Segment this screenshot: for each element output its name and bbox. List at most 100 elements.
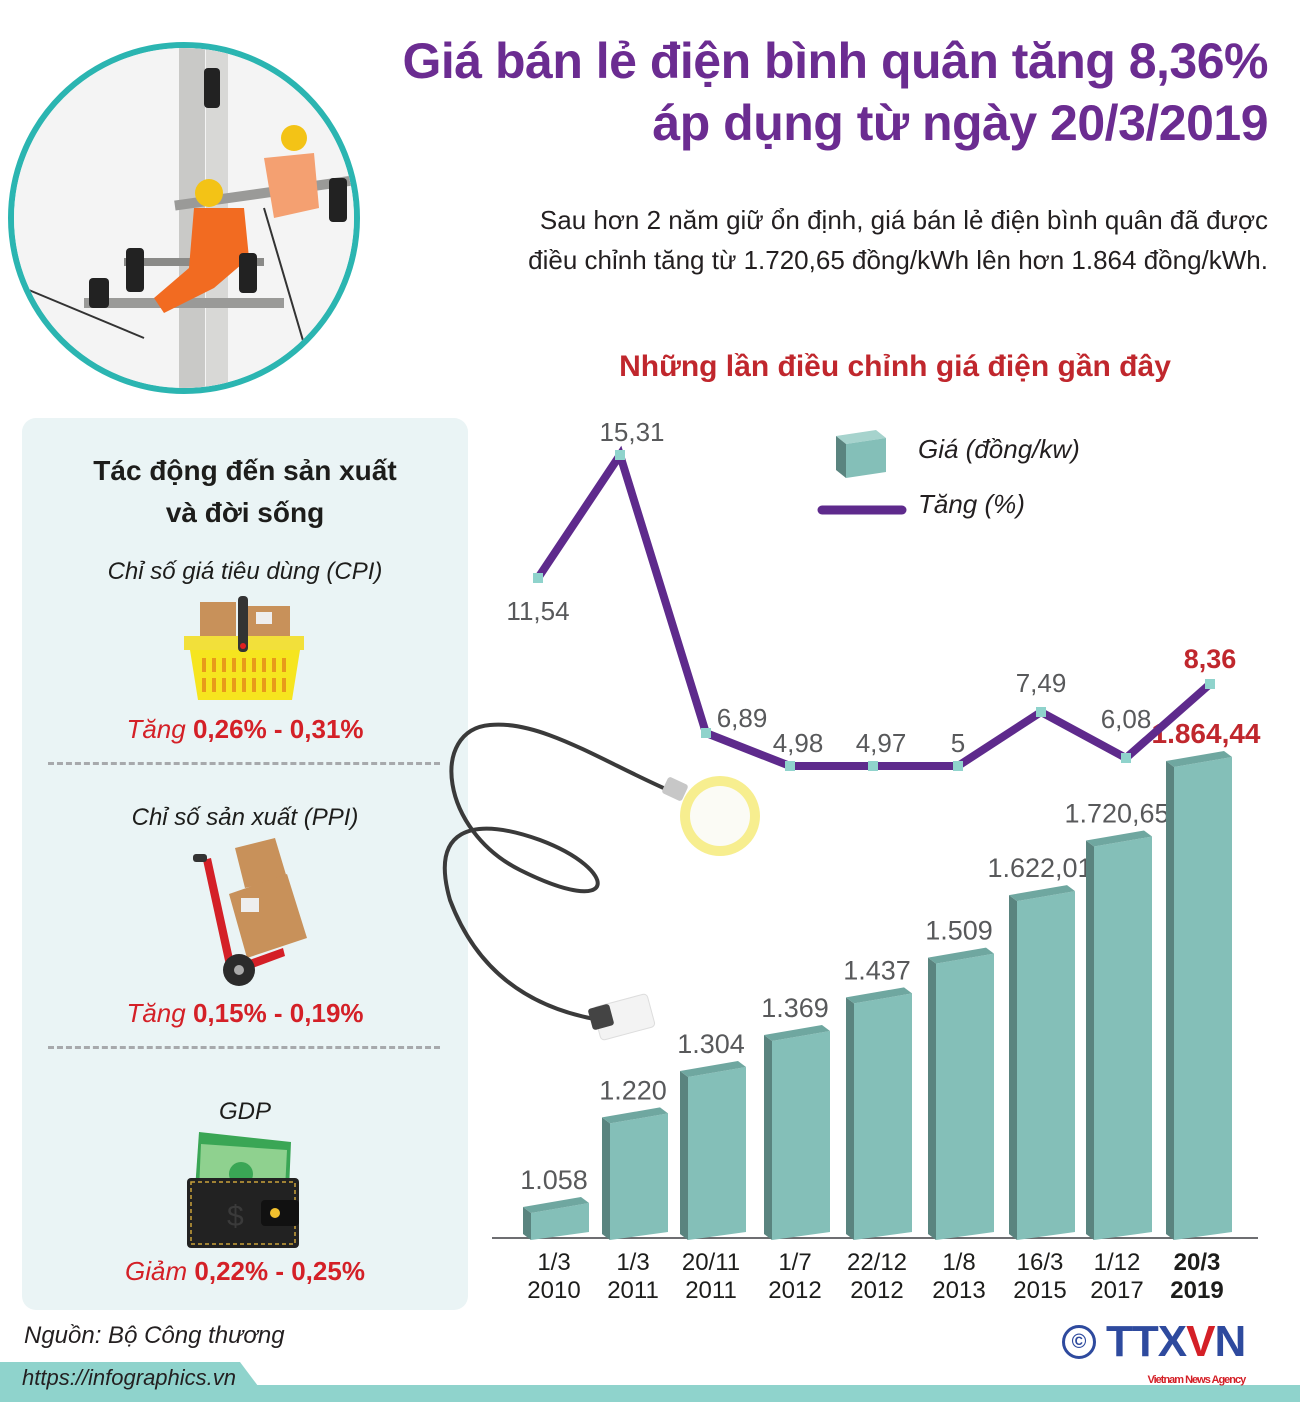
- gdp-range: 0,22% - 0,25%: [194, 1256, 365, 1286]
- line-marker: [1121, 753, 1131, 763]
- x-tick-label: 2012: [768, 1277, 821, 1304]
- panel-heading-line-2: và đời sống: [165, 497, 325, 528]
- bar-value-label: 1.220: [599, 1075, 667, 1105]
- logo-n: N: [1214, 1317, 1246, 1366]
- ttxvn-logo: © TTXVN Vietnam News Agency: [1062, 1320, 1246, 1387]
- logo-v: V: [1186, 1317, 1215, 1366]
- x-tick-label: 20/11: [682, 1249, 740, 1276]
- bar: 1.304: [677, 1029, 746, 1240]
- gdp-verb: Giảm: [125, 1256, 188, 1286]
- gdp-value: Giảm 0,22% - 0,25%: [22, 1256, 468, 1287]
- x-tick-label: 1/3: [616, 1249, 649, 1276]
- gdp-label: GDP: [218, 1098, 271, 1125]
- cpi-label: Chỉ số giá tiêu dùng (CPI): [107, 558, 383, 585]
- bar: 1.369: [761, 993, 830, 1240]
- bar-value-label: 1.369: [761, 993, 829, 1023]
- ttxvn-wordmark: TTXVN Vietnam News Agency: [1106, 1320, 1246, 1387]
- bar: 1.720,65: [1064, 799, 1170, 1240]
- x-tick-label: 2011: [607, 1277, 659, 1304]
- shopping-basket-icon: [22, 596, 468, 706]
- x-tick-label: 1/7: [778, 1249, 811, 1276]
- divider: [48, 762, 440, 765]
- cpi-verb: Tăng: [126, 714, 186, 744]
- line-value-label: 5: [951, 728, 965, 758]
- hand-truck-boxes-icon: [22, 838, 468, 988]
- x-tick-label: 2017: [1090, 1277, 1143, 1304]
- x-axis-labels: 1/320101/3201120/1120111/7201222/1220121…: [527, 1249, 1223, 1304]
- divider: [48, 1046, 440, 1049]
- bar-value-label: 1.622,01: [987, 853, 1092, 883]
- x-tick-label: 1/8: [942, 1249, 975, 1276]
- ppi-value: Tăng 0,15% - 0,19%: [22, 998, 468, 1029]
- wallet-money-icon: $: [22, 1130, 468, 1250]
- subtitle-line-1: Sau hơn 2 năm giữ ổn định, giá bán lẻ đi…: [539, 205, 1268, 235]
- ppi-verb: Tăng: [126, 998, 186, 1028]
- footer-band: [0, 1385, 1300, 1402]
- legend-increase-label: Tăng (%): [918, 489, 1025, 519]
- line-marker: [868, 761, 878, 771]
- x-tick-label: 20/3: [1174, 1249, 1221, 1276]
- logo-tagline: Vietnam News Agency: [1147, 1374, 1246, 1386]
- x-tick-label: 2019: [1170, 1277, 1223, 1304]
- legend: [817, 430, 907, 515]
- bar-value-label: 1.437: [843, 955, 911, 985]
- electricity-workers-photo: [8, 42, 360, 394]
- url-tab: [0, 1362, 270, 1402]
- light-bulb-cord-icon: [443, 722, 760, 1041]
- x-tick-label: 2011: [685, 1277, 737, 1304]
- line-marker: [953, 761, 963, 771]
- x-tick-label: 2015: [1013, 1277, 1066, 1304]
- subtitle-line-2: điều chỉnh tăng từ 1.720,65 đồng/kWh lên…: [528, 245, 1268, 275]
- x-tick-label: 1/12: [1094, 1249, 1141, 1276]
- svg-text:$: $: [227, 1200, 244, 1233]
- bar: 1.220: [599, 1075, 668, 1240]
- cpi-range: 0,26% - 0,31%: [192, 714, 364, 744]
- ppi-label: Chỉ số sản xuất (PPI): [131, 804, 359, 831]
- title-line-1: Giá bán lẻ điện bình quân tăng 8,36%: [402, 33, 1269, 89]
- line-marker: [615, 450, 625, 460]
- ppi-range: 0,15% - 0,19%: [192, 998, 364, 1028]
- line-value-label: 8,36: [1184, 644, 1237, 674]
- line-marker: [785, 761, 795, 771]
- panel-heading-line-1: Tác động đến sản xuất: [93, 455, 397, 486]
- panel-heading: Tác động đến sản xuất và đời sống: [22, 450, 468, 534]
- page-title: Giá bán lẻ điện bình quân tăng 8,36% áp …: [402, 30, 1269, 154]
- line-value-label: 15,31: [599, 417, 664, 447]
- bar: 1.509: [925, 916, 994, 1240]
- cpi-value: Tăng 0,26% - 0,31%: [22, 714, 468, 745]
- bar: 1.864,44: [1152, 718, 1261, 1240]
- x-tick-label: 2010: [527, 1277, 580, 1304]
- subtitle: Sau hơn 2 năm giữ ổn định, giá bán lẻ đi…: [368, 200, 1268, 280]
- x-tick-label: 2013: [932, 1277, 985, 1304]
- price-bars: 1.058 1.220 1.304 1.369 1.437 1.509 1.622,01 1.…: [520, 718, 1261, 1240]
- line-value-label: 6,89: [717, 703, 768, 733]
- line-value-label: 11,54: [506, 596, 569, 626]
- copyright-icon: ©: [1062, 1325, 1096, 1359]
- line-marker: [1205, 679, 1215, 689]
- x-tick-label: 2012: [850, 1277, 903, 1304]
- title-line-2: áp dụng từ ngày 20/3/2019: [652, 95, 1268, 151]
- impact-panel: Tác động đến sản xuất và đời sống Chỉ số…: [22, 418, 468, 1310]
- x-tick-label: 16/3: [1017, 1249, 1064, 1276]
- bar: 1.058: [520, 1165, 589, 1240]
- increase-line: 11,54 15,31 6,894,98 4,97 5 7,49 6,08 8,36: [506, 417, 1236, 771]
- line-value-label: 7,49: [1016, 668, 1067, 698]
- bar-value-label: 1.058: [520, 1165, 588, 1195]
- bar: 1.437: [843, 955, 912, 1240]
- x-tick-label: 22/12: [847, 1249, 907, 1276]
- line-value-label: 4,98: [773, 728, 824, 758]
- logo-ttx: TTX: [1106, 1317, 1187, 1366]
- line-marker: [533, 573, 543, 583]
- bar-value-label: 1.509: [925, 916, 993, 946]
- utility-pole-icon: [14, 48, 354, 388]
- bar: 1.622,01: [987, 853, 1093, 1240]
- line-value-label: 4,97: [856, 728, 907, 758]
- bar-value-label: 1.304: [677, 1029, 745, 1059]
- website-link[interactable]: https://infographics.vn: [22, 1365, 237, 1390]
- source-note: Nguồn: Bộ Công thương: [24, 1322, 285, 1349]
- legend-bar-swatch-icon: [836, 430, 886, 478]
- chart-title: Những lần điều chỉnh giá điện gần đây: [619, 350, 1171, 383]
- x-tick-label: 1/3: [537, 1249, 570, 1276]
- bar-value-label: 1.720,65: [1064, 799, 1169, 829]
